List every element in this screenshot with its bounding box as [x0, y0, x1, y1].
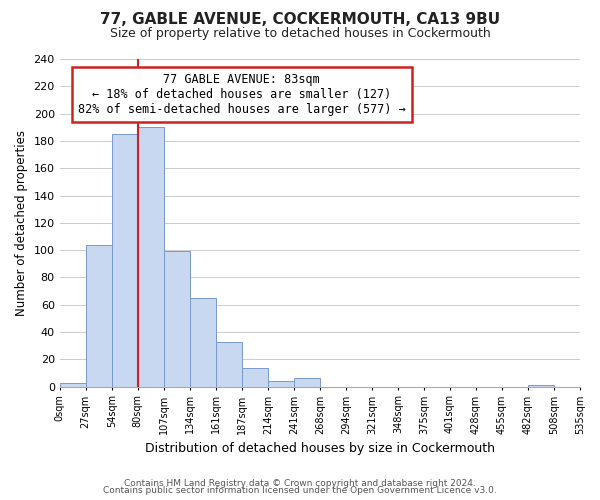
- Bar: [190, 298, 216, 386]
- Text: Contains public sector information licensed under the Open Government Licence v3: Contains public sector information licen…: [103, 486, 497, 495]
- Text: 77 GABLE AVENUE: 83sqm
← 18% of detached houses are smaller (127)
82% of semi-de: 77 GABLE AVENUE: 83sqm ← 18% of detached…: [78, 72, 406, 116]
- Bar: [59, 382, 86, 386]
- Y-axis label: Number of detached properties: Number of detached properties: [15, 130, 28, 316]
- Text: Size of property relative to detached houses in Cockermouth: Size of property relative to detached ho…: [110, 28, 490, 40]
- Bar: [86, 244, 112, 386]
- Text: 77, GABLE AVENUE, COCKERMOUTH, CA13 9BU: 77, GABLE AVENUE, COCKERMOUTH, CA13 9BU: [100, 12, 500, 28]
- Bar: [216, 342, 242, 386]
- Text: Contains HM Land Registry data © Crown copyright and database right 2024.: Contains HM Land Registry data © Crown c…: [124, 478, 476, 488]
- Bar: [294, 378, 320, 386]
- Bar: [164, 252, 190, 386]
- Bar: [112, 134, 138, 386]
- Bar: [138, 128, 164, 386]
- X-axis label: Distribution of detached houses by size in Cockermouth: Distribution of detached houses by size …: [145, 442, 495, 455]
- Bar: [268, 381, 294, 386]
- Bar: [242, 368, 268, 386]
